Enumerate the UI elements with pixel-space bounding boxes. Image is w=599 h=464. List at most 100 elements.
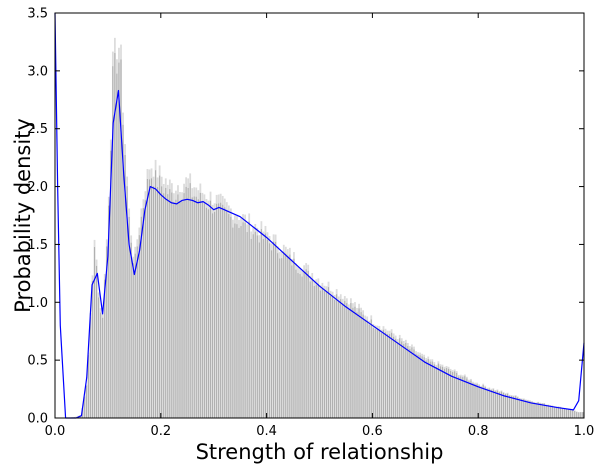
histogram-bar <box>452 372 454 418</box>
histogram-bar <box>232 227 234 418</box>
histogram-bar <box>549 405 551 418</box>
histogram-bar <box>171 192 173 418</box>
histogram-bar <box>580 412 582 418</box>
histogram-bar <box>252 234 254 418</box>
histogram-bar <box>537 402 539 418</box>
histogram-bar <box>445 368 448 418</box>
histogram-bar <box>293 258 295 418</box>
histogram-bar <box>578 412 580 418</box>
histogram-bar <box>150 178 153 418</box>
histogram-bar <box>555 407 557 418</box>
histogram-bar <box>327 287 330 418</box>
histogram-bar <box>197 199 199 418</box>
histogram-bar <box>136 246 138 418</box>
histogram-bar <box>429 361 431 418</box>
histogram-bar <box>334 299 336 418</box>
histogram-bar <box>561 408 564 418</box>
histogram-bar <box>154 170 157 418</box>
histogram-bar <box>193 196 195 418</box>
histogram-bar <box>519 398 521 418</box>
histogram-bar <box>332 296 334 418</box>
histogram-bar <box>205 207 207 418</box>
histogram-bar <box>240 226 242 418</box>
histogram-bar <box>297 273 299 418</box>
density-line-layer <box>54 12 585 419</box>
histogram-bar <box>490 389 492 418</box>
histogram-bar <box>262 239 264 418</box>
histogram-bar <box>116 73 118 418</box>
histogram-bar <box>226 210 228 418</box>
histogram-bar <box>533 402 535 418</box>
histogram-bar <box>395 338 397 418</box>
histogram-bar <box>285 253 287 418</box>
histogram-bar <box>305 269 307 418</box>
histogram-bar <box>273 241 275 418</box>
histogram-bar <box>356 312 358 418</box>
histogram-bar <box>370 319 372 418</box>
histogram-bar <box>504 394 507 418</box>
histogram-bar <box>317 283 319 418</box>
histogram-bar <box>277 253 279 418</box>
histogram-bar <box>472 383 474 418</box>
histogram-bar <box>541 403 543 418</box>
histogram-bar <box>179 201 181 418</box>
histogram-bar <box>551 405 553 418</box>
histogram-bar <box>118 62 120 418</box>
histogram-bar <box>531 401 533 418</box>
histogram-bar <box>301 276 303 418</box>
histogram-bar <box>374 329 376 418</box>
histogram-bar <box>403 344 405 418</box>
histogram-bar <box>413 349 415 418</box>
histogram-bar <box>95 265 98 418</box>
histogram-bar <box>132 263 134 418</box>
histogram-bar <box>175 199 177 418</box>
histogram-bar <box>266 239 269 418</box>
histogram-bar <box>425 360 427 418</box>
histogram-bar <box>275 241 277 418</box>
histogram-bar <box>234 223 236 418</box>
histogram-bar <box>289 254 291 418</box>
histogram-bar <box>576 411 578 418</box>
histogram-bar <box>570 409 572 418</box>
histogram-bar <box>368 324 370 418</box>
histogram-bar <box>85 386 87 418</box>
histogram-bar <box>360 312 362 418</box>
histogram-bar <box>362 314 364 418</box>
histogram-bar <box>246 232 248 418</box>
histogram-bar <box>417 354 419 418</box>
histogram-bar <box>344 300 346 418</box>
histogram-bar <box>427 359 429 418</box>
histogram-bar <box>509 395 511 418</box>
histogram-bar <box>482 385 484 418</box>
histogram-bar <box>423 357 425 418</box>
histogram-bar <box>563 408 566 418</box>
histogram-bar <box>130 242 132 418</box>
histogram-bar <box>83 397 85 418</box>
histogram-bar <box>456 373 458 418</box>
histogram-bar <box>393 336 395 418</box>
histogram-bar <box>376 329 378 418</box>
histogram-bar <box>384 332 387 418</box>
histogram-bar <box>405 342 407 418</box>
histogram-bar <box>476 384 478 418</box>
histogram-bar <box>388 334 391 418</box>
histogram-bar <box>242 222 244 418</box>
histogram-bar <box>152 186 155 418</box>
y-tick-label: 3.0 <box>27 64 48 79</box>
histogram-bar <box>93 247 96 418</box>
histogram-bar <box>303 271 305 418</box>
histogram-bar <box>236 224 238 418</box>
histogram-bar <box>291 265 293 418</box>
histogram-bar <box>545 405 547 418</box>
histogram-bar <box>248 221 250 418</box>
histogram-bar <box>329 295 332 418</box>
histogram-bar <box>321 288 323 418</box>
histogram-bar <box>346 303 348 418</box>
histogram-bar <box>547 405 549 418</box>
histogram-bar <box>517 397 519 418</box>
histogram-bar <box>148 179 151 418</box>
histogram-bar <box>165 187 167 418</box>
histogram-bar <box>437 363 439 418</box>
histogram-bar <box>557 406 559 418</box>
histogram-bar <box>378 329 380 418</box>
